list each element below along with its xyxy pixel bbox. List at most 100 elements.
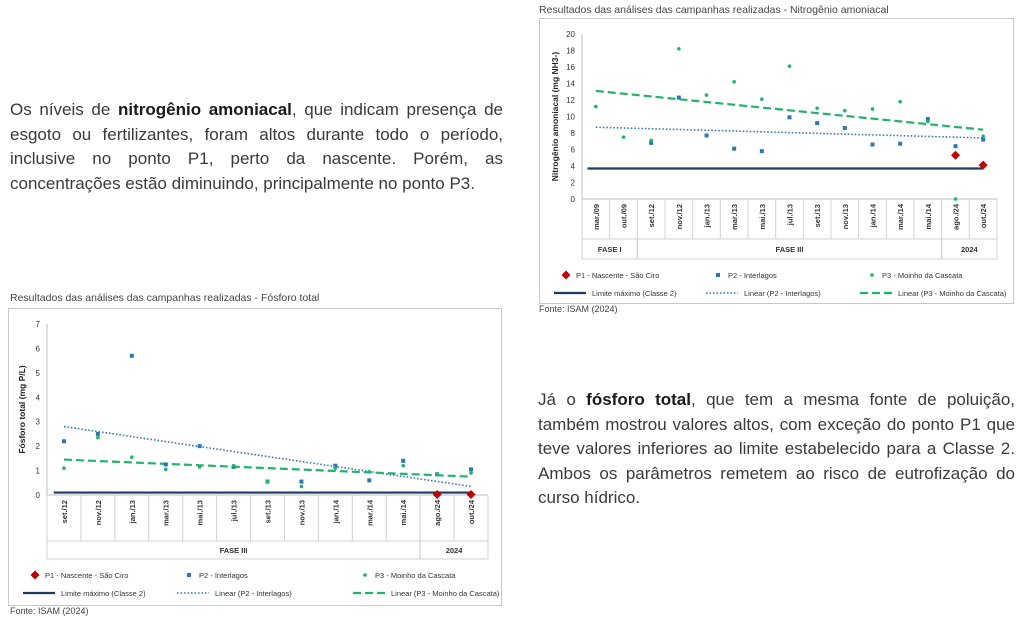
chart-nitrogen: 0 2 4 6 8 10 12 14 16 18 20 Nitrogênio amoniacal (m… bbox=[539, 18, 1014, 304]
paragraph-nitrogen-pre: Os níveis de bbox=[10, 100, 118, 119]
nitrogen-point-s2 bbox=[898, 141, 903, 146]
phosphorus-ytick-label: 3 bbox=[36, 418, 41, 427]
nitrogen-legend-label: Linear (P3 - Moinho da Cascata) bbox=[898, 289, 1007, 298]
phosphorus-point-s2 bbox=[163, 462, 168, 467]
paragraph-phosphorus: Já o fósforo total, que tem a mesma font… bbox=[538, 388, 1015, 511]
phosphorus-point-s2 bbox=[401, 458, 406, 463]
nitrogen-ytick-label: 2 bbox=[571, 179, 576, 188]
nitrogen-xtick-label: set./12 bbox=[647, 204, 656, 227]
phosphorus-point-s3 bbox=[469, 471, 473, 475]
paragraph-phosphorus-bold: fósforo total bbox=[586, 390, 691, 409]
nitrogen-point-s3 bbox=[760, 97, 764, 101]
phosphorus-trendline bbox=[63, 425, 472, 488]
nitrogen-point-s2 bbox=[732, 146, 737, 151]
phosphorus-point-s3 bbox=[163, 467, 168, 472]
paragraph-phosphorus-pre: Já o bbox=[538, 390, 587, 409]
nitrogen-point-s3 bbox=[677, 47, 681, 51]
nitrogen-point-s3 bbox=[815, 106, 819, 111]
chart-phosphorus: 0 1 2 3 4 5 6 7 Fósforo total (mg P/L) set./12 nov… bbox=[8, 308, 502, 606]
nitrogen-xtick-label: ago./24 bbox=[952, 203, 961, 230]
phosphorus-xtick-label: nov./12 bbox=[94, 500, 103, 525]
phosphorus-point-s3 bbox=[96, 435, 100, 440]
nitrogen-legend-label: Linear (P2 - Interlagos) bbox=[744, 289, 821, 298]
nitrogen-legend-label: P1 - Nascente - São Ciro bbox=[576, 271, 659, 280]
nitrogen-ytick-label: 12 bbox=[566, 96, 575, 105]
chart-nitrogen-svg: 0 2 4 6 8 10 12 14 16 18 20 Nitrogênio amoniacal (m… bbox=[550, 30, 1007, 298]
phosphorus-point-s3 bbox=[231, 463, 236, 468]
phosphorus-xtick-label: nov./13 bbox=[297, 500, 306, 525]
phosphorus-point-s2 bbox=[61, 439, 66, 444]
phosphorus-trendline bbox=[63, 458, 472, 478]
phosphorus-point-s2 bbox=[333, 463, 338, 468]
phosphorus-ytick-label: 1 bbox=[36, 467, 41, 476]
phosphorus-ytick-label: 6 bbox=[36, 344, 41, 353]
nitrogen-xtick-label: mar./09 bbox=[592, 204, 601, 230]
paragraph-phosphorus-post: , que tem a mesma fonte de poluição, tam… bbox=[538, 390, 1015, 507]
nitrogen-ytick-label: 10 bbox=[566, 113, 575, 122]
phosphorus-legend-marker bbox=[363, 573, 367, 577]
nitrogen-point-s3 bbox=[843, 108, 847, 113]
nitrogen-group-label: 2024 bbox=[961, 245, 979, 254]
phosphorus-xtick-label: jan./14 bbox=[331, 499, 340, 524]
phosphorus-legend-marker bbox=[187, 573, 191, 577]
phosphorus-group-label: 2024 bbox=[446, 546, 464, 555]
nitrogen-legend-label: P3 - Moinho da Cascata bbox=[882, 271, 963, 280]
source-phosphorus: Fonte: ISAM (2024) bbox=[10, 606, 89, 616]
phosphorus-point-s2 bbox=[299, 479, 304, 484]
phosphorus-xtick-label: ago./24 bbox=[433, 499, 442, 526]
phosphorus-xtick-label: set./12 bbox=[60, 500, 69, 523]
nitrogen-point-s2 bbox=[815, 121, 820, 126]
nitrogen-point-s2 bbox=[676, 95, 681, 100]
nitrogen-trendline bbox=[595, 89, 984, 131]
phosphorus-ylabel: Fósforo total (mg P/L) bbox=[17, 365, 27, 453]
phosphorus-xtick-label: mar./14 bbox=[365, 499, 374, 526]
phosphorus-point-s3 bbox=[62, 466, 66, 470]
phosphorus-ytick-label: 5 bbox=[36, 369, 41, 378]
nitrogen-xtick-label: jan./14 bbox=[869, 203, 878, 228]
phosphorus-ytick-label: 0 bbox=[36, 491, 41, 500]
nitrogen-ylabel: Nitrogênio amoniacal (mg NH3-) bbox=[550, 52, 560, 182]
nitrogen-legend-marker bbox=[561, 270, 571, 280]
nitrogen-point-s2 bbox=[953, 144, 958, 149]
nitrogen-legend-marker bbox=[870, 273, 874, 277]
nitrogen-ytick-label: 16 bbox=[566, 63, 575, 72]
phosphorus-legend-label: Linear (P2 - Interlagos) bbox=[215, 589, 292, 598]
phosphorus-ytick-label: 4 bbox=[36, 393, 41, 402]
nitrogen-ytick-label: 14 bbox=[566, 80, 575, 89]
nitrogen-xtick-label: jul./13 bbox=[786, 204, 795, 226]
chart-title-nitrogen: Resultados das análises das campanhas re… bbox=[539, 4, 889, 16]
phosphorus-point-s2 bbox=[197, 444, 202, 449]
phosphorus-legend-marker bbox=[30, 570, 40, 580]
nitrogen-xtick-label: jan./13 bbox=[703, 204, 712, 228]
nitrogen-xtick-label: mai./13 bbox=[758, 204, 767, 229]
nitrogen-point-s3 bbox=[649, 138, 653, 143]
nitrogen-point-s3 bbox=[953, 197, 958, 201]
nitrogen-legend-label: P2 - Interlagos bbox=[728, 271, 777, 280]
nitrogen-point-s3 bbox=[926, 119, 930, 124]
chart-phosphorus-svg: 0 1 2 3 4 5 6 7 Fósforo total (mg P/L) set./12 nov… bbox=[17, 320, 500, 598]
nitrogen-legend-label: Limite máximo (Classe 2) bbox=[592, 289, 677, 298]
phosphorus-point-s3 bbox=[401, 463, 405, 468]
phosphorus-legend-label: Linear (P3 - Moinho da Cascata) bbox=[391, 589, 500, 598]
phosphorus-xtick-label: mai./14 bbox=[399, 499, 408, 525]
source-nitrogen: Fonte: ISAM (2024) bbox=[539, 304, 618, 314]
phosphorus-ytick-label: 7 bbox=[36, 320, 41, 329]
nitrogen-xtick-label: set./13 bbox=[813, 204, 822, 227]
phosphorus-legend-label: P2 - Interlagos bbox=[199, 571, 248, 580]
phosphorus-point-s2 bbox=[95, 431, 100, 436]
phosphorus-xtick-label: mai./13 bbox=[196, 500, 205, 525]
phosphorus-legend-label: P3 - Moinho da Cascata bbox=[375, 571, 456, 580]
nitrogen-point-s3 bbox=[704, 93, 709, 97]
phosphorus-point-s1 bbox=[432, 490, 442, 500]
phosphorus-point-s3 bbox=[333, 466, 338, 470]
phosphorus-point-s3 bbox=[197, 465, 202, 469]
nitrogen-xtick-label: mai./14 bbox=[924, 203, 933, 229]
nitrogen-legend-marker bbox=[716, 273, 720, 277]
paragraph-nitrogen-post: , que indicam presença de esgoto ou fert… bbox=[10, 100, 503, 193]
nitrogen-group-label: FASE III bbox=[776, 245, 804, 254]
paragraph-nitrogen-bold: nitrogênio amoniacal bbox=[117, 100, 292, 119]
nitrogen-point-s1 bbox=[951, 150, 960, 160]
phosphorus-point-s3 bbox=[130, 455, 134, 459]
nitrogen-point-s3 bbox=[898, 99, 902, 104]
phosphorus-xtick-label: jul./13 bbox=[230, 500, 239, 522]
